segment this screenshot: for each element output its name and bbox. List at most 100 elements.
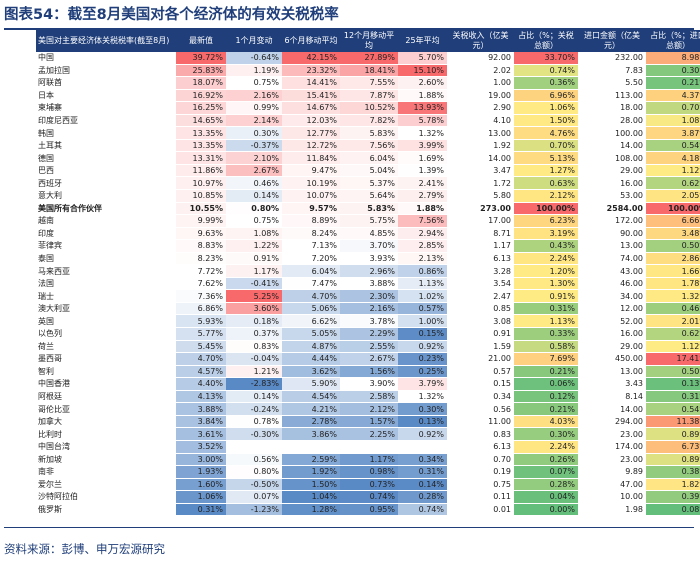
data-cell: 5.93% <box>176 314 226 329</box>
data-cell: 0.43% <box>514 239 578 253</box>
data-cell: 3.78% <box>340 314 398 329</box>
data-cell: 0.89% <box>646 427 700 441</box>
table-row: 智利 4.57% 1.21% 3.62% 1.56% 0.25% 0.57 0.21% 13.0… <box>36 365 700 379</box>
data-cell: 2.10% <box>226 151 282 165</box>
economy-name: 中国香港 <box>36 377 176 391</box>
data-cell: 1.04% <box>282 490 340 504</box>
data-cell: 6.66% <box>646 214 700 228</box>
data-cell: 0.99% <box>226 101 282 115</box>
data-cell: 7.87% <box>340 89 398 103</box>
data-cell: 8.23% <box>176 252 226 266</box>
data-cell: 1.59 <box>447 340 514 354</box>
data-cell: 3.86% <box>282 427 340 441</box>
data-cell: 1.50% <box>514 114 578 128</box>
data-cell: 0.30% <box>226 126 282 140</box>
data-cell: 0.14% <box>398 478 447 492</box>
data-cell: 3.84% <box>176 415 226 429</box>
data-cell: 0.28% <box>514 478 578 492</box>
data-cell: 1.02% <box>398 289 447 303</box>
table-row: 日本 16.92% 2.16% 15.41% 7.87% 1.88% 19.00 6.96% 1… <box>36 89 700 103</box>
column-header: 6个月移动平均 <box>282 30 340 52</box>
data-cell: 5.80 <box>447 189 514 203</box>
data-cell: 13.35% <box>176 126 226 140</box>
data-cell: 14.00 <box>578 139 646 153</box>
column-header: 关税收入（亿美元） <box>447 30 514 52</box>
data-cell: 2.90 <box>447 101 514 115</box>
data-cell: 0.75% <box>226 214 282 228</box>
data-cell: 100.00% <box>646 202 700 216</box>
data-cell: 4.54% <box>282 390 340 404</box>
data-cell: 0.31% <box>514 302 578 316</box>
data-cell: 2.02 <box>447 64 514 78</box>
table-row: 爱尔兰 1.60% -0.50% 1.50% 0.73% 0.14% 0.75 0.28% 47… <box>36 478 700 492</box>
data-cell: 0.11 <box>447 490 514 504</box>
data-cell: 4.03% <box>514 415 578 429</box>
economy-name: 柬埔寨 <box>36 101 176 115</box>
data-cell: 4.44% <box>282 352 340 366</box>
data-cell: 7.83 <box>578 64 646 78</box>
economy-name: 法国 <box>36 277 176 291</box>
data-cell: 3.47 <box>447 164 514 178</box>
data-cell: 0.56 <box>447 402 514 416</box>
data-cell: 4.57% <box>176 365 226 379</box>
economy-name: 智利 <box>36 365 176 379</box>
economy-name: 意大利 <box>36 189 176 203</box>
data-cell: 0.01 <box>447 503 514 517</box>
data-cell: 7.55% <box>340 76 398 90</box>
data-cell: 8.83% <box>176 239 226 253</box>
data-cell: 7.56% <box>398 214 447 228</box>
data-cell: 0.37% <box>226 327 282 341</box>
table-row: 越南 9.99% 0.75% 8.89% 5.75% 7.56% 17.00 6.23% 172… <box>36 214 700 228</box>
data-cell: 6.13 <box>447 440 514 454</box>
data-cell: 0.73% <box>340 478 398 492</box>
economy-name: 越南 <box>36 214 176 228</box>
data-cell: 53.00 <box>578 189 646 203</box>
data-cell: 0.85 <box>447 302 514 316</box>
data-cell: 1.39% <box>398 164 447 178</box>
data-cell: 0.54% <box>646 402 700 416</box>
economy-name: 英国 <box>36 314 176 329</box>
data-cell: 11.86% <box>176 164 226 178</box>
data-cell: 10.55% <box>176 202 226 216</box>
data-cell: 0.75% <box>226 76 282 90</box>
table-row: 西班牙 10.97% 0.46% 10.19% 5.37% 2.41% 1.72 0.63% 1… <box>36 176 700 190</box>
data-cell: 0.18% <box>226 314 282 329</box>
data-cell: 3.60% <box>226 302 282 316</box>
data-cell: 0.39% <box>646 490 700 504</box>
data-cell: 2.47 <box>447 289 514 303</box>
data-cell: 1.82% <box>646 478 700 492</box>
data-cell: 1.60% <box>176 478 226 492</box>
data-cell: 0.74% <box>514 64 578 78</box>
data-cell: 1.32% <box>646 289 700 303</box>
data-cell: 15.41% <box>282 89 340 103</box>
data-cell: 0.33% <box>514 327 578 341</box>
data-cell: 3.19% <box>514 227 578 241</box>
economy-name: 瑞士 <box>36 289 176 303</box>
economy-name: 马来西亚 <box>36 264 176 278</box>
data-cell: 13.00 <box>578 365 646 379</box>
data-cell: 3.62% <box>282 365 340 379</box>
data-cell: 100.00% <box>514 202 578 216</box>
economy-name: 孟加拉国 <box>36 64 176 78</box>
data-cell: 16.00 <box>578 176 646 190</box>
data-cell: -0.41% <box>226 277 282 291</box>
data-cell: 23.00 <box>578 453 646 467</box>
data-cell: 4.70% <box>282 289 340 303</box>
data-cell: 9.47% <box>282 164 340 178</box>
table-row: 澳大利亚 6.86% 3.60% 5.06% 2.16% 0.57% 0.85 0.31% 12… <box>36 302 700 316</box>
data-cell: -2.83% <box>226 377 282 391</box>
column-header: 12个月移动平均 <box>340 30 398 52</box>
data-cell: 90.00 <box>578 227 646 241</box>
data-cell: 2.01% <box>646 314 700 329</box>
data-cell: 6.73% <box>646 440 700 454</box>
data-cell: 5.04% <box>340 164 398 178</box>
data-cell: 0.70% <box>514 139 578 153</box>
economy-name: 加拿大 <box>36 415 176 429</box>
economy-name: 俄罗斯 <box>36 503 176 517</box>
data-cell: 0.98% <box>340 465 398 479</box>
data-cell: 14.00 <box>447 151 514 165</box>
data-cell: 2584.00 <box>578 202 646 216</box>
table-row: 墨西哥 4.70% -0.04% 4.44% 2.67% 0.23% 21.00 7.69% 4… <box>36 352 700 366</box>
header-row: 美国对主要经济体关税税率(截至8月) 最新值 1个月变动 6个月移动平均 12个月移动平… <box>36 30 700 52</box>
